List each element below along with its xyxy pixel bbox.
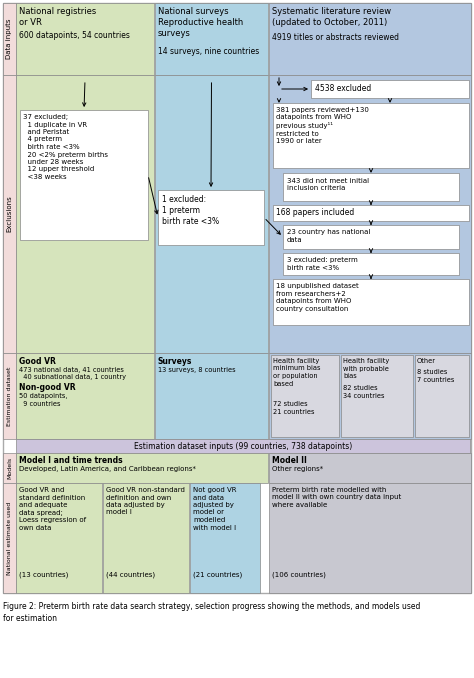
Text: Other: Other (417, 358, 436, 364)
Bar (3, 483, 16, 593)
Bar (155, 3, 268, 75)
Text: 13 surveys, 8 countries: 13 surveys, 8 countries (158, 367, 236, 373)
Text: 381 papers reviewed+130
datapoints from WHO
previous study¹¹
restricted to
1990 : 381 papers reviewed+130 datapoints from … (276, 107, 369, 144)
Text: (13 countries): (13 countries) (19, 571, 68, 578)
Bar (3, 353, 16, 439)
Text: Model II: Model II (272, 456, 307, 465)
Text: Good VR and
standard definition
and adequate
data spread;
Loess regression of
ow: Good VR and standard definition and adeq… (19, 487, 86, 530)
Bar (16, 75, 154, 353)
Text: 8 studies
7 countries: 8 studies 7 countries (417, 369, 455, 382)
Text: Developed, Latin America, and Caribbean regions*: Developed, Latin America, and Caribbean … (19, 466, 196, 472)
Text: Good VR: Good VR (19, 357, 56, 366)
Bar (269, 453, 471, 483)
Text: 4919 titles or abstracts reviewed: 4919 titles or abstracts reviewed (272, 33, 399, 42)
Text: 1 excluded:
1 preterm
birth rate <3%: 1 excluded: 1 preterm birth rate <3% (162, 195, 219, 226)
Bar (311, 80, 469, 98)
Text: 72 studies
21 countries: 72 studies 21 countries (273, 401, 315, 414)
Bar (20, 110, 148, 240)
Text: (44 countries): (44 countries) (106, 571, 155, 578)
Bar (415, 355, 469, 437)
Text: (106 countries): (106 countries) (272, 571, 326, 578)
Text: Estimation dataset inputs (99 countries, 738 datapoints): Estimation dataset inputs (99 countries,… (134, 442, 353, 451)
Text: (21 countries): (21 countries) (193, 571, 242, 578)
Text: Preterm birth rate modelled with
model II with own country data input
where avai: Preterm birth rate modelled with model I… (272, 487, 401, 508)
Bar (271, 355, 339, 437)
Bar (283, 225, 459, 249)
Bar (3, 453, 16, 483)
Text: 23 country has national
data: 23 country has national data (287, 229, 370, 243)
Text: 37 excluded;
  1 duplicate in VR
  and Peristat
  4 preterm
  birth rate <3%
  2: 37 excluded; 1 duplicate in VR and Peris… (23, 114, 108, 180)
Text: 168 papers included: 168 papers included (276, 208, 354, 217)
Text: 343 did not meet initial
inclusion criteria: 343 did not meet initial inclusion crite… (287, 178, 369, 191)
Text: National estimate used: National estimate used (7, 501, 12, 575)
Bar (273, 279, 469, 325)
Bar (16, 3, 154, 75)
Bar (269, 3, 471, 75)
Bar (16, 353, 154, 439)
Text: 473 national data, 41 countries
  40 subnational data, 1 country: 473 national data, 41 countries 40 subna… (19, 367, 126, 380)
Bar (3, 3, 16, 75)
Bar (341, 355, 413, 437)
Bar (269, 483, 471, 593)
Bar (16, 439, 470, 453)
Bar (16, 453, 268, 483)
Text: 14 surveys, nine countries: 14 surveys, nine countries (158, 47, 259, 56)
Text: 82 studies
34 countries: 82 studies 34 countries (343, 385, 384, 399)
Text: Figure 2: Preterm birth rate data search strategy, selection progress showing th: Figure 2: Preterm birth rate data search… (3, 602, 420, 623)
Text: Models: Models (7, 457, 12, 479)
Bar (3, 3, 471, 593)
Bar (190, 483, 260, 593)
Bar (16, 483, 102, 593)
Text: National registries
or VR: National registries or VR (19, 7, 96, 27)
Text: Good VR non-standard
definition and own
data adjusted by
model I: Good VR non-standard definition and own … (106, 487, 185, 515)
Bar (155, 75, 268, 353)
Text: Estimation dataset: Estimation dataset (7, 366, 12, 426)
Bar (158, 190, 264, 245)
Bar (103, 483, 189, 593)
Text: Surveys: Surveys (158, 357, 192, 366)
Text: Health facility
with probable
bias: Health facility with probable bias (343, 358, 389, 379)
Bar (283, 253, 459, 275)
Text: Data inputs: Data inputs (7, 19, 12, 59)
Bar (3, 75, 16, 353)
Text: 50 datapoints,
  9 countries: 50 datapoints, 9 countries (19, 393, 67, 407)
Text: Model I and time trends: Model I and time trends (19, 456, 123, 465)
Bar (273, 205, 469, 221)
Text: Not good VR
and data
adjusted by
model or
modelled
with model I: Not good VR and data adjusted by model o… (193, 487, 237, 530)
Bar (155, 353, 268, 439)
Bar (273, 103, 469, 168)
Text: 600 datapoints, 54 countries: 600 datapoints, 54 countries (19, 31, 130, 40)
Text: 4538 excluded: 4538 excluded (315, 84, 371, 93)
Text: 3 excluded: preterm
birth rate <3%: 3 excluded: preterm birth rate <3% (287, 257, 358, 271)
Text: Other regions*: Other regions* (272, 466, 323, 472)
Text: 18 unpublished dataset
from researchers+2
datapoints from WHO
country consultati: 18 unpublished dataset from researchers+… (276, 283, 359, 311)
Text: Non-good VR: Non-good VR (19, 383, 76, 392)
Text: Systematic literature review
(updated to October, 2011): Systematic literature review (updated to… (272, 7, 391, 27)
Bar (269, 353, 471, 439)
Text: Exclusions: Exclusions (7, 196, 12, 233)
Text: Health facility
minimum bias
or population
based: Health facility minimum bias or populati… (273, 358, 320, 386)
Bar (269, 75, 471, 353)
Text: National surveys
Reproductive health
surveys: National surveys Reproductive health sur… (158, 7, 243, 38)
Bar (283, 173, 459, 201)
